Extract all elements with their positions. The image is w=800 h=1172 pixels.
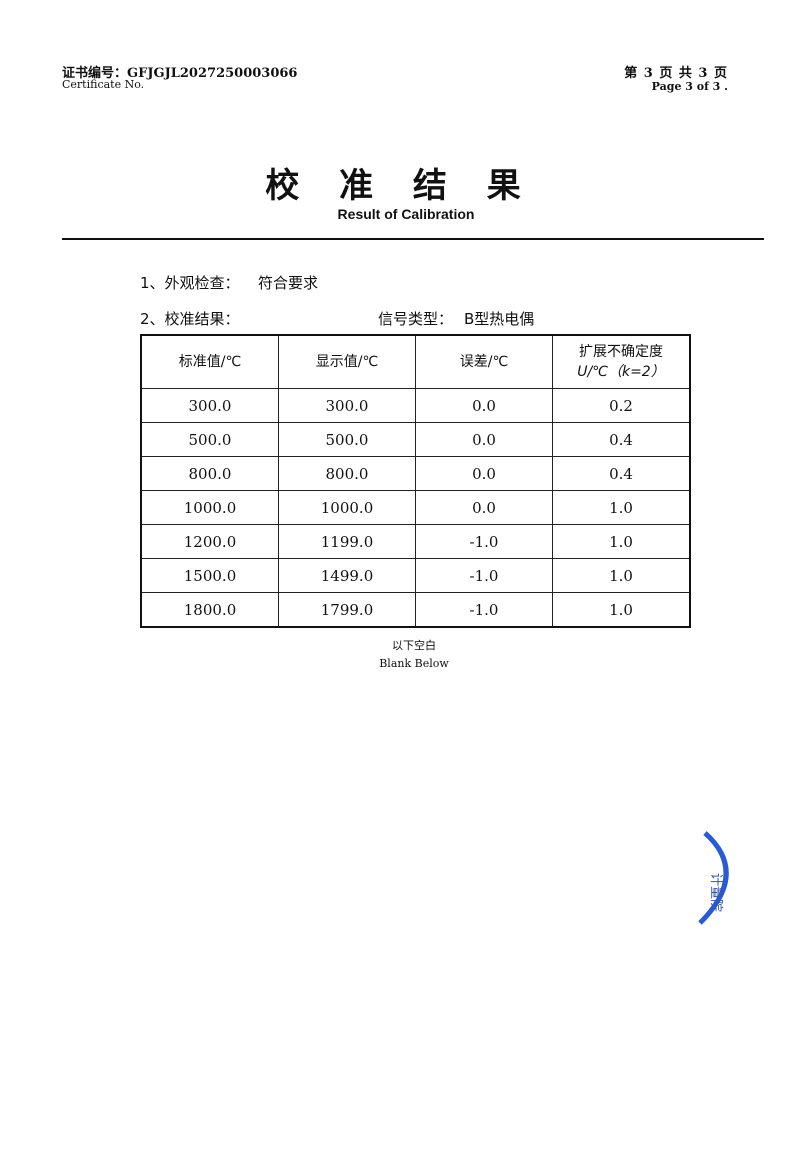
uncertainty-value: 0.4 bbox=[552, 456, 691, 491]
table-row: 800.0 800.0 0.0 0.4 bbox=[140, 456, 691, 491]
header-uncertainty-line1: 扩展不确定度 bbox=[579, 344, 663, 360]
page-title: 校 准 结 果 bbox=[265, 166, 535, 206]
uncertainty-value: 1.0 bbox=[552, 592, 691, 628]
table-row: 300.0 300.0 0.0 0.2 bbox=[140, 388, 691, 423]
header-uncertainty: 扩展不确定度 U/℃（k=2） bbox=[552, 334, 691, 389]
divider bbox=[62, 238, 764, 240]
header-standard: 标准值/℃ bbox=[140, 334, 279, 389]
table-row: 1200.0 1199.0 -1.0 1.0 bbox=[140, 524, 691, 559]
display-value: 300.0 bbox=[278, 388, 416, 423]
error-value: -1.0 bbox=[415, 592, 553, 628]
standard-value: 1500.0 bbox=[140, 558, 279, 593]
page-number-en: Page 3 of 3 . bbox=[651, 80, 728, 93]
header-error: 误差/℃ bbox=[415, 334, 553, 389]
calibration-table: 标准值/℃ 显示值/℃ 误差/℃ 扩展不确定度 U/℃（k=2） 300.0 300… bbox=[140, 334, 691, 628]
standard-value: 1800.0 bbox=[140, 592, 279, 628]
standard-value: 300.0 bbox=[140, 388, 279, 423]
signal-label: 信号类型： bbox=[378, 310, 454, 328]
display-value: 800.0 bbox=[278, 456, 416, 491]
appearance-label: 1、外观检查： bbox=[140, 274, 240, 292]
signal-value: B型热电偶 bbox=[464, 310, 535, 328]
blank-below-en: Blank Below bbox=[379, 657, 449, 670]
blank-below-cn: 以下空白 bbox=[392, 639, 436, 652]
error-value: -1.0 bbox=[415, 524, 553, 559]
error-value: 0.0 bbox=[415, 388, 553, 423]
svg-text:计量院: 计量院 bbox=[708, 873, 723, 912]
error-value: -1.0 bbox=[415, 558, 553, 593]
error-value: 0.0 bbox=[415, 456, 553, 491]
uncertainty-value: 1.0 bbox=[552, 558, 691, 593]
standard-value: 1000.0 bbox=[140, 490, 279, 525]
standard-value: 800.0 bbox=[140, 456, 279, 491]
error-value: 0.0 bbox=[415, 490, 553, 525]
uncertainty-value: 0.4 bbox=[552, 422, 691, 457]
display-value: 500.0 bbox=[278, 422, 416, 457]
result-label: 2、校准结果： bbox=[140, 310, 240, 328]
official-stamp: 计量院 bbox=[690, 828, 750, 932]
header-uncertainty-line2: U/℃（k=2） bbox=[577, 364, 665, 380]
uncertainty-value: 0.2 bbox=[552, 388, 691, 423]
table-header-row: 标准值/℃ 显示值/℃ 误差/℃ 扩展不确定度 U/℃（k=2） bbox=[140, 334, 691, 389]
standard-value: 500.0 bbox=[140, 422, 279, 457]
table-row: 500.0 500.0 0.0 0.4 bbox=[140, 422, 691, 457]
page-number-cn: 第 3 页 共 3 页 bbox=[624, 66, 728, 81]
appearance-value: 符合要求 bbox=[258, 274, 319, 292]
certificate-label-en: Certificate No. bbox=[62, 78, 145, 91]
certificate-no: GFJGJL2027250003066 bbox=[127, 66, 298, 81]
standard-value: 1200.0 bbox=[140, 524, 279, 559]
table-row: 1800.0 1799.0 -1.0 1.0 bbox=[140, 592, 691, 628]
display-value: 1199.0 bbox=[278, 524, 416, 559]
certificate-number: 证书编号：GFJGJL2027250003066 bbox=[62, 62, 297, 81]
display-value: 1000.0 bbox=[278, 490, 416, 525]
table-row: 1000.0 1000.0 0.0 1.0 bbox=[140, 490, 691, 525]
display-value: 1799.0 bbox=[278, 592, 416, 628]
uncertainty-value: 1.0 bbox=[552, 524, 691, 559]
table-row: 1500.0 1499.0 -1.0 1.0 bbox=[140, 558, 691, 593]
page-subtitle: Result of Calibration bbox=[337, 206, 475, 222]
certificate-label: 证书编号： bbox=[62, 66, 128, 81]
error-value: 0.0 bbox=[415, 422, 553, 457]
uncertainty-value: 1.0 bbox=[552, 490, 691, 525]
display-value: 1499.0 bbox=[278, 558, 416, 593]
header-display: 显示值/℃ bbox=[278, 334, 416, 389]
